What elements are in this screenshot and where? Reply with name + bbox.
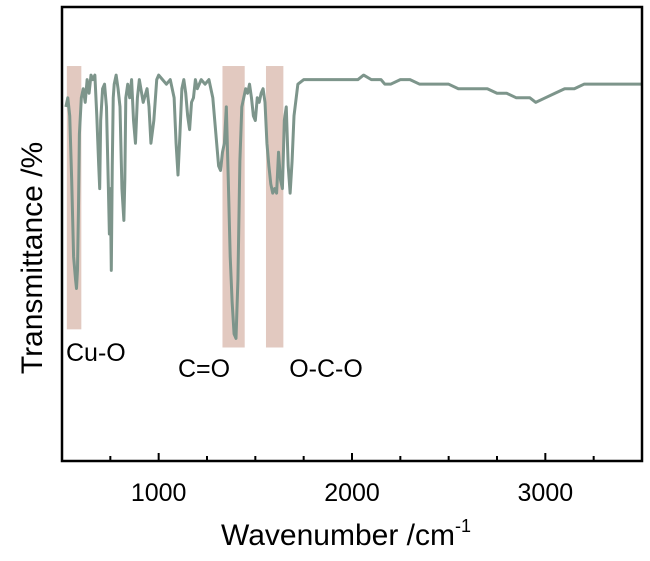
x-tick-label-1000: 1000	[131, 479, 187, 507]
band-o-c-o	[265, 66, 284, 348]
plot-frame	[60, 5, 644, 463]
band-label-c-o: C=O	[178, 355, 230, 383]
series-layer	[64, 73, 642, 340]
spectrum-line-1	[64, 73, 642, 340]
x-tick-label-2000: 2000	[324, 479, 380, 507]
y-axis-label: Transmittance /%	[16, 142, 49, 374]
x-axis-label-superscript: -1	[455, 516, 471, 536]
x-axis-label: Wavenumber /cm-1	[221, 516, 471, 552]
x-axis-ticks: 1000 2000 3000	[109, 453, 595, 507]
band-labels-layer: Cu-O C=O O-C-O	[66, 339, 363, 383]
band-label-cu-o: Cu-O	[66, 339, 126, 367]
x-tick-label-3000: 3000	[518, 479, 574, 507]
band-label-o-c-o: O-C-O	[289, 355, 363, 383]
